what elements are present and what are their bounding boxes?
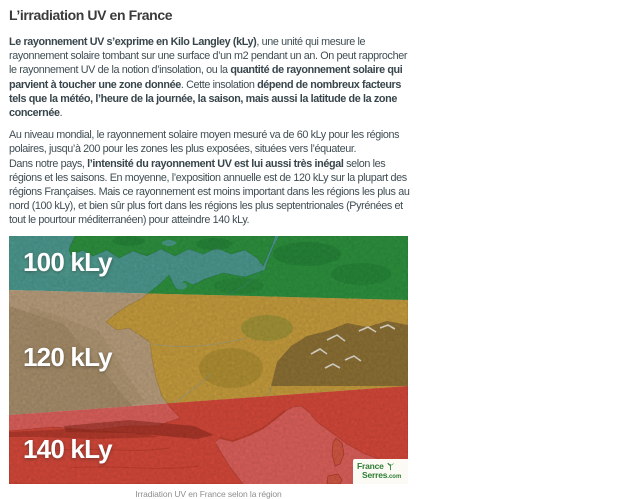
zone-label-120kly: 120 kLy bbox=[23, 341, 113, 372]
france-uv-map-graphic bbox=[9, 235, 408, 484]
intro-paragraph: Le rayonnement UV s’exprime en Kilo Lang… bbox=[9, 36, 408, 120]
franceserres-logo: France Serres.com bbox=[353, 458, 408, 484]
uv-map-image: 100 kLy 120 kLy 140 kLy France Serres.co… bbox=[9, 235, 408, 484]
logo-text-com: .com bbox=[387, 473, 402, 480]
map-caption: Irradiation UV en France selon la région bbox=[135, 488, 282, 499]
satellite-grain-overlay bbox=[9, 235, 408, 484]
zone-label-140kly: 140 kLy bbox=[23, 433, 113, 464]
logo-text-france: France bbox=[357, 460, 384, 471]
article-page: L’irradiation UV en France Le rayonnemen… bbox=[9, 7, 421, 499]
detail-paragraph: Au niveau mondial, le rayonnement solair… bbox=[9, 129, 410, 227]
logo-text-serres: Serres bbox=[362, 469, 388, 480]
zone-label-100kly: 100 kLy bbox=[23, 246, 113, 277]
sprout-leaf-icon bbox=[386, 462, 394, 470]
uv-map-figure: 100 kLy 120 kLy 140 kLy France Serres.co… bbox=[9, 235, 421, 499]
page-title: L’irradiation UV en France bbox=[9, 7, 173, 23]
